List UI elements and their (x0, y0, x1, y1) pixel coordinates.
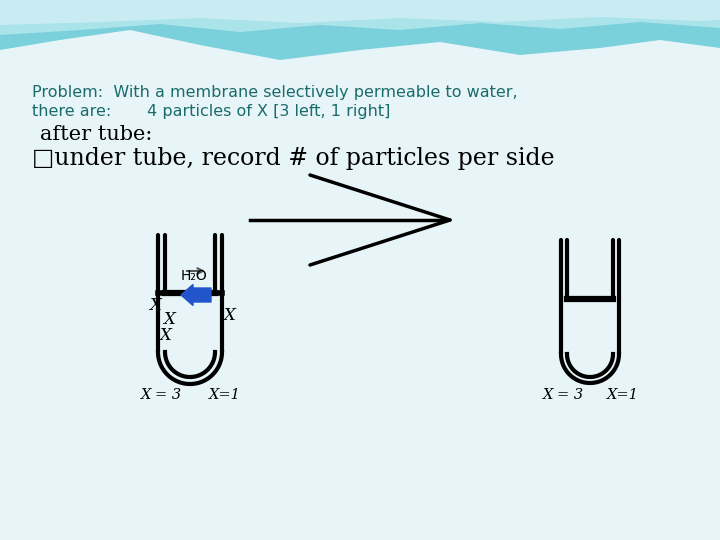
Text: X: X (159, 327, 171, 343)
Polygon shape (0, 0, 720, 25)
Text: □under tube, record # of particles per side: □under tube, record # of particles per s… (32, 147, 554, 170)
Text: X: X (163, 310, 175, 327)
Text: X = 3: X = 3 (542, 388, 584, 402)
Polygon shape (0, 0, 720, 60)
Text: there are:       4 particles of X [3 left, 1 right]: there are: 4 particles of X [3 left, 1 r… (32, 104, 390, 119)
Text: H₂O: H₂O (181, 269, 207, 283)
Text: X = 3: X = 3 (140, 388, 181, 402)
Text: after tube:: after tube: (40, 125, 153, 144)
Text: X: X (149, 296, 161, 314)
FancyArrow shape (181, 285, 211, 306)
Text: X: X (223, 307, 235, 323)
Polygon shape (0, 0, 720, 35)
Text: X=1: X=1 (209, 388, 241, 402)
Text: X=1: X=1 (607, 388, 639, 402)
Text: Problem:  With a membrane selectively permeable to water,: Problem: With a membrane selectively per… (32, 85, 518, 100)
